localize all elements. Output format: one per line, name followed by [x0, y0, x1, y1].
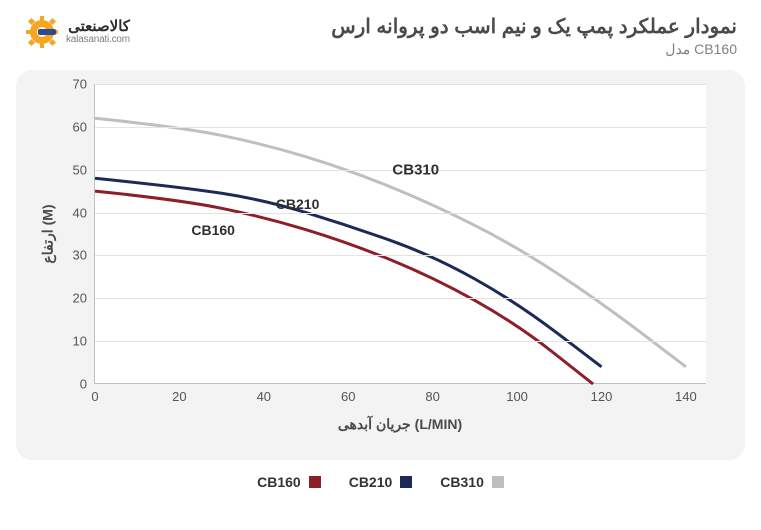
x-tick: 60 [341, 383, 355, 404]
chart-subtitle: مدل CB160 [130, 41, 737, 58]
title-block: نمودار عملکرد پمپ یک و نیم اسب دو پروانه… [130, 14, 737, 58]
series-cb310 [95, 118, 686, 367]
legend-item-cb210: CB210 [349, 474, 413, 490]
gear-icon [24, 14, 60, 50]
legend-item-cb310: CB310 [440, 474, 504, 490]
series-label-cb210: CB210 [276, 196, 320, 212]
series-label-cb310: CB310 [392, 161, 439, 178]
gridline [95, 255, 706, 256]
legend-swatch [309, 476, 321, 488]
x-tick: 100 [506, 383, 528, 404]
x-tick: 80 [425, 383, 439, 404]
chart-frame: 010203040506070020406080100120140CB160CB… [16, 70, 745, 460]
legend-label: CB310 [440, 474, 484, 490]
x-tick: 20 [172, 383, 186, 404]
x-axis-label: جریان آبدهی (L/MIN) [338, 416, 462, 433]
x-tick: 0 [91, 383, 98, 404]
legend-item-cb160: CB160 [257, 474, 321, 490]
gridline [95, 127, 706, 128]
series-cb160 [95, 191, 593, 384]
logo-text-fa: کالاصنعتی [66, 19, 130, 35]
legend-swatch [400, 476, 412, 488]
y-tick: 40 [73, 205, 95, 220]
y-tick: 10 [73, 334, 95, 349]
legend-swatch [492, 476, 504, 488]
y-tick: 60 [73, 119, 95, 134]
y-tick: 50 [73, 162, 95, 177]
plot-area: 010203040506070020406080100120140CB160CB… [94, 84, 706, 384]
x-tick: 40 [257, 383, 271, 404]
chart-title: نمودار عملکرد پمپ یک و نیم اسب دو پروانه… [130, 14, 737, 39]
header: کالاصنعتی kalasanati.com نمودار عملکرد پ… [0, 0, 761, 62]
y-tick: 30 [73, 248, 95, 263]
x-tick: 120 [591, 383, 613, 404]
legend: CB160 CB210 CB310 [0, 466, 761, 504]
gridline [95, 341, 706, 342]
x-tick: 140 [675, 383, 697, 404]
series-cb210 [95, 178, 601, 367]
brand-logo: کالاصنعتی kalasanati.com [24, 14, 130, 50]
y-tick: 20 [73, 291, 95, 306]
legend-label: CB210 [349, 474, 393, 490]
gridline [95, 84, 706, 85]
y-axis-label: ارتفاع (M) [40, 204, 57, 263]
curves-svg [95, 84, 707, 384]
gridline [95, 298, 706, 299]
logo-text-en: kalasanati.com [66, 35, 130, 46]
y-tick: 70 [73, 77, 95, 92]
legend-label: CB160 [257, 474, 301, 490]
gridline [95, 213, 706, 214]
series-label-cb160: CB160 [191, 222, 235, 238]
